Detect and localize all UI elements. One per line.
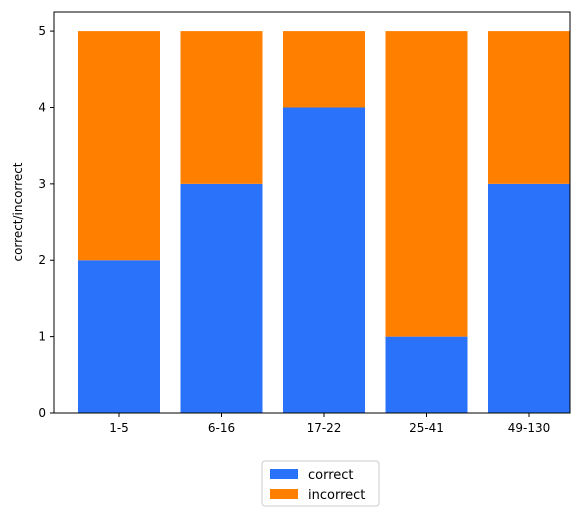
y-tick-label: 4: [38, 100, 46, 114]
x-tick-label: 49-130: [508, 421, 551, 435]
bar-incorrect-49-130: [488, 31, 570, 184]
x-tick-label: 6-16: [208, 421, 235, 435]
bar-correct-49-130: [488, 183, 570, 413]
legend: correct incorrect: [261, 460, 380, 507]
bar-incorrect-25-41: [385, 31, 468, 337]
legend-label-correct: correct: [308, 468, 354, 483]
x-tick-label: 17-22: [307, 421, 342, 435]
axes-frame: [53, 11, 571, 414]
x-tick-label: 1-5: [109, 421, 129, 435]
y-tick-label: 0: [38, 406, 46, 420]
y-tick-label: 5: [38, 24, 46, 38]
bars-group: [78, 31, 570, 413]
y-tick-label: 2: [38, 253, 46, 267]
bar-incorrect-6-16: [180, 31, 263, 184]
y-tick-label: 1: [38, 330, 46, 344]
x-axis: 1-5 6-16 17-22 25-41 49-130: [109, 413, 550, 435]
legend-swatch-correct: [270, 469, 298, 479]
y-tick-label: 3: [38, 177, 46, 191]
legend-label-incorrect: incorrect: [308, 488, 365, 503]
bar-incorrect-17-22: [283, 31, 365, 108]
bar-incorrect-1-5: [78, 31, 160, 261]
x-tick-label: 25-41: [409, 421, 444, 435]
legend-swatch-incorrect: [270, 489, 298, 499]
bar-correct-6-16: [180, 183, 263, 413]
y-axis: 0 1 2 3 4 5: [38, 24, 54, 420]
plot-frame: [53, 11, 571, 414]
y-axis-label: correct/incorrect: [11, 162, 25, 261]
bar-correct-25-41: [385, 336, 468, 413]
bar-correct-17-22: [283, 107, 365, 413]
bar-correct-1-5: [78, 260, 160, 413]
